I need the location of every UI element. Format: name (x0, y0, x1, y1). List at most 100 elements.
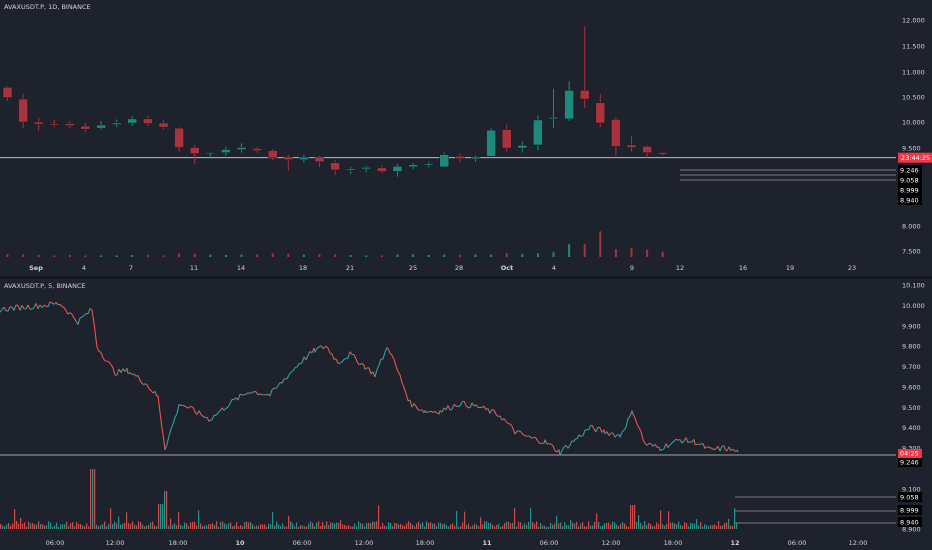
price-line-segment (580, 435, 584, 437)
price-line-segment (667, 444, 671, 448)
intraday-chart-pane[interactable]: 10.100 10.000 9.900 9.800 9.700 9.600 9.500 9.4… (0, 279, 932, 550)
volume-bar (120, 524, 122, 529)
price-line-segment (141, 382, 145, 386)
price-line-segment (225, 406, 229, 409)
volume-bar (138, 521, 140, 529)
price-line-segment (453, 403, 457, 407)
volume-bar (646, 249, 649, 257)
volume-bar (628, 526, 630, 529)
volume-bar (340, 520, 342, 529)
price-line-segment (507, 422, 511, 425)
volume-bar (316, 522, 318, 529)
price-line-segment (55, 302, 59, 306)
intraday-line-chart[interactable]: 10.100 10.000 9.900 9.800 9.700 9.600 9.500 9.4… (0, 279, 932, 550)
price-line-segment (529, 436, 533, 439)
daily-candlestick-chart[interactable]: 12.000 11.500 11.000 10.500 10.000 9.500 8.000… (0, 0, 932, 276)
price-line-segment (307, 351, 311, 356)
price-line-segment (563, 445, 567, 448)
volume-bar (394, 522, 396, 529)
volume-bar (160, 504, 162, 529)
price-line-segment (723, 445, 726, 450)
level-tag-bg (898, 165, 922, 175)
volume-bar (115, 255, 118, 257)
volume-bar (6, 524, 8, 529)
volume-bar (508, 522, 510, 529)
volume-bar (226, 524, 228, 529)
price-line-segment (47, 301, 51, 307)
x-axis-tick-label: 12:00 (602, 539, 621, 547)
level-tag-bg (898, 517, 922, 527)
volume-bar (214, 525, 216, 529)
price-line-segment (269, 389, 273, 397)
volume-bar (664, 525, 666, 529)
price-line-segment (567, 444, 571, 449)
price-line-segment (110, 364, 114, 369)
volume-bar (632, 505, 634, 529)
volume-bar (396, 523, 398, 529)
price-line-segment (277, 382, 281, 387)
daily-chart-pane[interactable]: 12.000 11.500 11.000 10.500 10.000 9.500 8.000… (0, 0, 932, 276)
volume-bar (532, 522, 534, 529)
price-line-segment (382, 351, 386, 360)
price-line-segment (320, 345, 324, 349)
price-line-segment (646, 443, 650, 446)
volume-bar (514, 508, 516, 529)
volume-bar (568, 525, 570, 529)
candle-body (34, 121, 44, 125)
price-line-segment (475, 404, 479, 408)
volume-bar (716, 525, 718, 529)
volume-bar (40, 524, 42, 529)
volume-bar (732, 526, 734, 529)
candle-body (564, 90, 574, 120)
volume-bar (482, 524, 484, 529)
volume-bar (104, 521, 106, 529)
daily-chart-title: AVAXUSDT.P, 1D, BINANCE (4, 3, 91, 11)
x-axis-tick-label: 06:00 (46, 539, 65, 547)
volume-bar (552, 524, 554, 529)
x-axis-tick-label: 4 (552, 264, 556, 272)
price-line-segment (126, 367, 129, 374)
volume-bar (209, 254, 212, 257)
price-line-segment (700, 442, 704, 445)
x-axis-tick-label: 14 (237, 264, 245, 272)
volume-bar (590, 525, 592, 529)
volume-bar (266, 526, 268, 529)
price-line-segment (441, 407, 445, 413)
price-line-segment (215, 412, 219, 416)
x-axis-tick-label: 4 (82, 264, 86, 272)
price-line-segment (550, 443, 554, 447)
volume-bar (650, 523, 652, 529)
price-line-segment (631, 410, 634, 415)
price-line-segment (243, 393, 247, 396)
pane-divider[interactable] (0, 276, 932, 279)
price-line-segment (531, 436, 535, 439)
x-axis-tick-label: 11 (190, 264, 198, 272)
volume-bar (608, 522, 610, 529)
volume-bar (666, 524, 668, 529)
volume-bar (84, 255, 87, 257)
volume-bar (306, 526, 308, 529)
volume-bar (700, 522, 702, 529)
volume-bar (44, 525, 46, 529)
volume-bar (560, 522, 562, 529)
volume-bar (116, 523, 118, 529)
price-line-segment (469, 402, 473, 409)
price-line-segment (343, 358, 347, 360)
price-line-segment (434, 411, 438, 414)
price-line-segment (576, 434, 580, 440)
volume-bar (426, 521, 428, 529)
level-tag-bg (898, 195, 922, 205)
volume-bar (390, 522, 392, 529)
price-line-segment (33, 303, 37, 309)
level-tag-bg (898, 505, 922, 515)
candle-body (96, 124, 106, 129)
price-line-segment (654, 444, 658, 448)
volume-bar (6, 254, 9, 257)
volume-bar (54, 525, 56, 529)
price-line-segment (314, 348, 318, 353)
price-line-segment (687, 441, 691, 444)
price-line-segment (335, 358, 339, 364)
volume-bar (24, 522, 26, 529)
volume-bar (456, 510, 458, 529)
volume-bar (440, 522, 442, 529)
